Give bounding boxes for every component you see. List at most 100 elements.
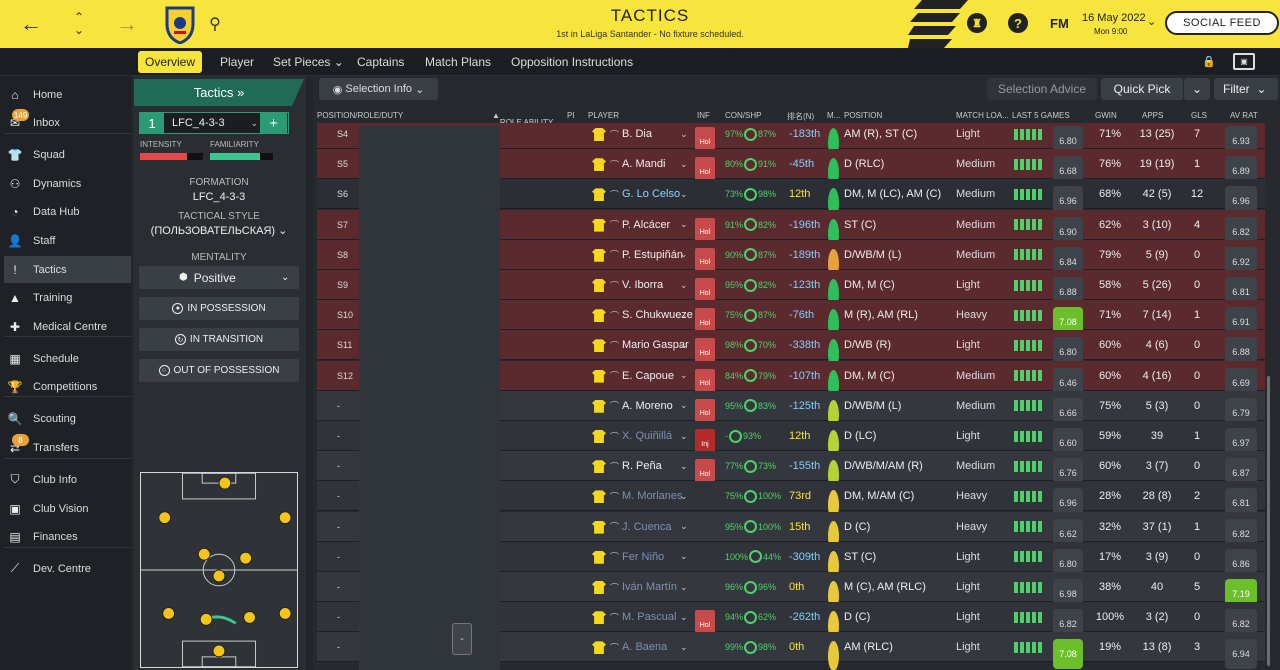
col-position-role-duty[interactable]: POSITION/ROLE/DUTY	[317, 111, 404, 120]
formation-value[interactable]: LFC_4-3-3	[192, 191, 246, 203]
sidebar-item-dev-centre[interactable]: ⟋ Dev. Centre	[4, 555, 131, 582]
player-markers[interactable]	[158, 476, 292, 658]
player-marker-lw[interactable]	[158, 511, 172, 525]
col-role-ability[interactable]: ▲ ROLE ABILITY	[492, 111, 553, 127]
position-slot[interactable]: S7	[337, 219, 349, 230]
position-slot[interactable]: S10	[337, 310, 354, 321]
col-gwin[interactable]: GWIN	[1095, 111, 1117, 120]
sidebar-item-club-vision[interactable]: ▣ Club Vision	[4, 495, 131, 522]
collapse-button[interactable]: -	[452, 623, 472, 655]
player-name[interactable]: Iván Martín	[622, 581, 678, 593]
sidebar-item-schedule[interactable]: ▦ Schedule	[4, 345, 131, 372]
chevron-down-icon[interactable]: ⌄	[680, 309, 688, 320]
player-name[interactable]: A. Baena	[622, 641, 668, 654]
player-marker-cm-l[interactable]	[197, 547, 211, 561]
sidebar-item-transfers[interactable]: ⇄ Transfers 8	[4, 434, 131, 461]
player-marker-cb-l[interactable]	[199, 612, 213, 626]
col-apps[interactable]: APPS	[1142, 111, 1164, 120]
player-marker-rb[interactable]	[278, 607, 292, 620]
sidebar-item-competitions[interactable]: 🏆 Competitions	[4, 373, 131, 400]
tactic-selector[interactable]: 1 LFC_4-3-3 ⌄	[139, 112, 289, 134]
player-name[interactable]: Mario Gaspar	[622, 339, 689, 352]
position-slot[interactable]: -	[337, 461, 340, 472]
scrollbar[interactable]	[1267, 376, 1270, 666]
chevron-down-icon[interactable]: ⌄	[680, 158, 688, 169]
search-icon[interactable]: ⚲	[209, 16, 221, 33]
player-marker-dm[interactable]	[212, 569, 226, 583]
sidebar-item-medical-centre[interactable]: ✚ Medical Centre	[4, 313, 131, 340]
player-name[interactable]: M. Pascual	[622, 611, 677, 624]
chevron-down-icon[interactable]: ⌄	[680, 188, 688, 199]
col-inf[interactable]: INF	[697, 111, 710, 120]
tab-player[interactable]: Player	[220, 55, 255, 69]
col-m[interactable]: M...	[827, 111, 841, 120]
col-match-load[interactable]: MATCH LOA...	[956, 111, 1009, 120]
sidebar-item-scouting[interactable]: 🔍 Scouting	[4, 405, 131, 432]
tab-overview[interactable]: Overview	[138, 51, 203, 73]
position-slot[interactable]: S5	[337, 159, 349, 170]
tab-set-pieces[interactable]: Set Pieces ⌄	[273, 55, 344, 69]
position-slot[interactable]: -	[337, 431, 340, 441]
selection-info-dropdown[interactable]: ◉ Selection Info ⌄	[319, 78, 438, 100]
player-marker-lb[interactable]	[162, 607, 176, 620]
sidebar-item-inbox[interactable]: ✉ Inbox 149	[4, 109, 131, 136]
chevron-down-icon[interactable]: ⌄	[680, 370, 688, 381]
player-name[interactable]: P. Alcácer	[622, 218, 671, 231]
social-feed-button[interactable]: SOCIAL FEED	[1165, 11, 1279, 35]
add-tactic-button[interactable]: +	[260, 112, 287, 134]
player-name[interactable]: G. Lo Celso	[622, 188, 681, 201]
in-possession-button[interactable]: ● IN POSSESSION	[139, 297, 299, 320]
position-slot[interactable]: S4	[337, 129, 349, 139]
chevron-down-icon[interactable]: ⌄	[680, 460, 688, 471]
player-name[interactable]: R. Peña	[622, 460, 662, 473]
sidebar-item-staff[interactable]: 👤 Staff	[4, 227, 131, 254]
player-name[interactable]: B. Dia	[622, 128, 652, 140]
lock-icon[interactable]: 🔒	[1202, 56, 1216, 68]
position-slot[interactable]: S6	[337, 189, 349, 200]
position-slot[interactable]: S11	[337, 340, 353, 351]
selection-advice-button[interactable]: Selection Advice	[987, 78, 1097, 100]
up-down-arrows-icon[interactable]: ⌃ ⌄	[73, 10, 85, 37]
sidebar-item-training[interactable]: ▲ Training	[4, 284, 131, 311]
tactics-pitch[interactable]	[140, 472, 298, 668]
tab-captains[interactable]: Captains	[357, 55, 405, 69]
chevron-down-icon[interactable]: ⌄	[680, 219, 688, 230]
sidebar-item-finances[interactable]: ▤ Finances	[4, 523, 131, 550]
fm-logo[interactable]: FM	[1050, 16, 1069, 31]
position-slot[interactable]: -	[337, 612, 340, 623]
tab-match-plans[interactable]: Match Plans	[425, 55, 492, 69]
sidebar-item-tactics[interactable]: ! Tactics	[4, 256, 131, 283]
player-name[interactable]: P. Estupiñán	[622, 248, 683, 261]
chevron-down-icon[interactable]: ⌄	[680, 581, 688, 592]
chevron-down-icon[interactable]: ⌄	[680, 339, 688, 350]
chevron-down-icon[interactable]: ⌄	[680, 430, 688, 441]
col-last-5-games[interactable]: LAST 5 GAMES	[1012, 111, 1070, 120]
filter-dropdown[interactable]: Filter ⌄	[1214, 78, 1278, 100]
mentality-dropdown[interactable]: ⬢ Positive ⌄	[139, 266, 299, 289]
chevron-down-icon[interactable]: ⌄	[680, 249, 688, 260]
quick-pick-button[interactable]: Quick Pick	[1101, 78, 1183, 100]
chevron-down-icon[interactable]: ⌄	[680, 641, 688, 652]
chevron-down-icon[interactable]: ⌄	[680, 490, 688, 501]
date-display[interactable]: 16 May 2022 Mon 9:00	[1082, 12, 1146, 38]
in-transition-button[interactable]: ↻ IN TRANSITION	[139, 328, 299, 351]
sidebar-item-home[interactable]: ⌂ Home	[4, 81, 131, 108]
player-name[interactable]: A. Moreno	[622, 399, 673, 412]
help-icon[interactable]: ?	[1008, 13, 1028, 33]
back-arrow-icon[interactable]: ←	[20, 11, 42, 36]
tactical-style-value[interactable]: (ПОЛЬЗОВАТЕЛЬСКАЯ) ⌄	[150, 225, 288, 237]
player-name[interactable]: Fer Niño	[622, 550, 665, 563]
chevron-down-icon[interactable]: ⌄	[680, 521, 688, 532]
player-marker-st[interactable]	[218, 476, 232, 490]
chevron-down-icon[interactable]: ⌄	[680, 128, 688, 139]
sidebar-item-dynamics[interactable]: ⚇ Dynamics	[4, 170, 131, 197]
player-name[interactable]: M. Morlanes	[622, 490, 683, 503]
out-of-possession-button[interactable]: ○ OUT OF POSSESSION	[139, 359, 299, 382]
col-pi[interactable]: PI	[567, 111, 575, 120]
player-name[interactable]: A. Mandi	[622, 158, 666, 171]
player-name[interactable]: J. Cuenca	[622, 520, 672, 533]
sidebar-item-squad[interactable]: 👕 Squad	[4, 141, 131, 168]
col-rank[interactable]: 排名(N)	[787, 112, 815, 121]
sidebar-item-data-hub[interactable]: ◔ Data Hub	[4, 198, 131, 225]
chevron-down-icon[interactable]: ⌄	[680, 279, 688, 290]
